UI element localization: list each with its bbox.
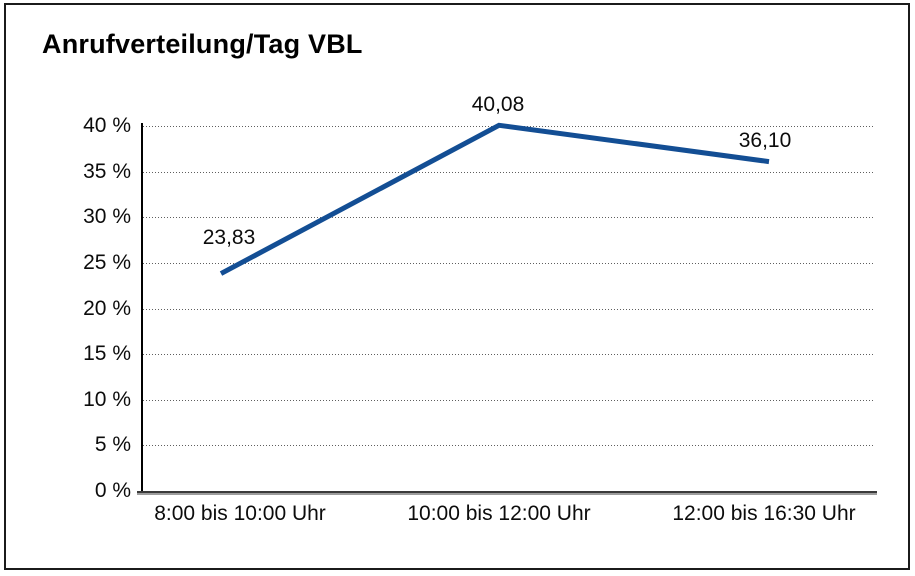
y-tick-label-20: 20 %	[83, 296, 131, 320]
series-line	[219, 122, 770, 276]
y-tick-label-30: 30 %	[83, 205, 131, 229]
chart-title: Anrufverteilung/Tag VBL	[42, 29, 363, 59]
y-tick-label-10: 10 %	[83, 387, 131, 411]
chart-frame: Anrufverteilung/Tag VBL 0 % 5 % 10 % 15 % 20…	[4, 3, 910, 570]
y-axis-line	[141, 123, 143, 493]
gridline-25	[143, 262, 875, 264]
data-point-label-2: 36,10	[738, 129, 792, 152]
x-tick-label-1: 10:00 bis 12:00 Uhr	[407, 502, 591, 525]
y-tick-label-5: 5 %	[94, 433, 131, 457]
data-line-layer	[219, 122, 770, 276]
x-axis-line	[137, 491, 877, 495]
gridline-15	[143, 354, 875, 356]
gridline-20	[143, 308, 875, 310]
x-tick-label-0: 8:00 bis 10:00 Uhr	[154, 502, 326, 525]
plot-area: 0 % 5 % 10 % 15 % 20 % 25 % 30 % 35 % 40 % 8:00 …	[83, 93, 877, 525]
gridline-5	[143, 445, 875, 447]
y-tick-label-15: 15 %	[83, 342, 131, 366]
data-point-label-1: 40,08	[471, 93, 525, 116]
y-tick-label-25: 25 %	[83, 250, 131, 274]
y-tick-label-0: 0 %	[94, 479, 131, 502]
gridline-10	[143, 399, 875, 401]
x-tick-label-2: 12:00 bis 16:30 Uhr	[672, 502, 856, 525]
data-point-label-0: 23,83	[202, 226, 256, 249]
gridline-35	[143, 171, 875, 173]
y-tick-label-40: 40 %	[83, 114, 131, 137]
gridline-30	[143, 217, 875, 219]
y-tick-label-35: 35 %	[83, 159, 131, 183]
